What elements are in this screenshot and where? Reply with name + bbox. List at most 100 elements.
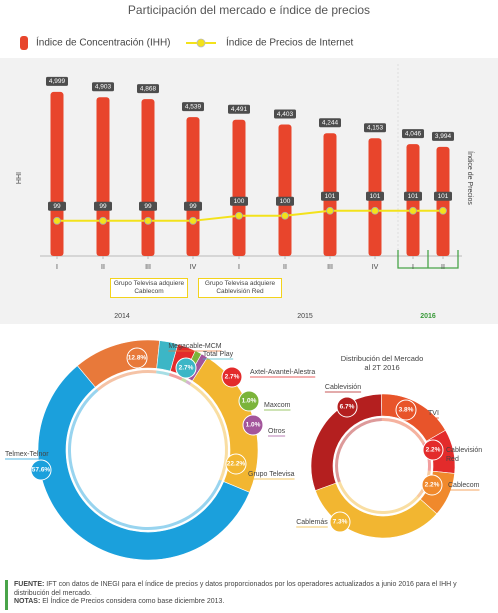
label-box	[402, 129, 424, 139]
label-box	[319, 118, 341, 128]
data-label: 4,539	[185, 103, 202, 110]
slice-label: Otros	[268, 428, 286, 435]
marker	[144, 216, 152, 225]
legend-icon	[20, 36, 28, 50]
marker	[326, 206, 334, 215]
data-label: 101	[438, 193, 449, 200]
x-tick-label: II	[441, 264, 445, 271]
annotation: Grupo Televisa adquiere Cablecom	[110, 278, 188, 298]
label-box	[228, 104, 250, 114]
bar	[436, 146, 450, 256]
data-label: 12.8%	[128, 355, 147, 362]
slice-label: Maxcom	[264, 402, 291, 409]
x-tick-label: I	[56, 264, 58, 271]
bar	[50, 91, 64, 256]
marker	[235, 211, 243, 220]
label-box	[137, 84, 159, 94]
slice-label: Telmex-Telnor	[5, 451, 49, 458]
label-box	[274, 109, 296, 119]
bar	[186, 117, 200, 256]
label-box	[434, 191, 452, 201]
data-label: 4,999	[49, 78, 66, 85]
footer-notes-label: NOTAS:	[14, 598, 41, 605]
footer: FUENTE: IFT con datos de INEGI para el í…	[14, 581, 492, 607]
slice-label: TVI	[428, 410, 439, 417]
slice-inner	[185, 380, 192, 386]
data-label: 22.2%	[227, 461, 246, 468]
slice-inner	[68, 388, 222, 530]
data-label: 6.7%	[340, 404, 355, 411]
data-label: 4,903	[95, 83, 112, 90]
slice-inner	[422, 442, 431, 471]
x-tick-label: IV	[372, 264, 379, 271]
slice-inner	[189, 382, 228, 481]
slice	[37, 365, 250, 561]
badge	[225, 453, 247, 475]
data-label: 4,403	[277, 111, 294, 118]
slice-label: Cablecom	[448, 482, 480, 489]
slice-label: Grupo Televisa	[248, 471, 295, 478]
badge	[329, 511, 351, 533]
data-label: 1.0%	[242, 398, 257, 405]
x-tick-label: I	[238, 264, 240, 271]
data-label: 101	[325, 193, 336, 200]
badge	[336, 396, 358, 418]
line	[57, 209, 443, 222]
label-box	[276, 196, 294, 206]
data-label: 101	[370, 193, 381, 200]
label-box	[321, 191, 339, 201]
label-box	[48, 201, 66, 211]
slice-label: Cablevisión	[325, 384, 361, 391]
x-tick-label: I	[412, 264, 414, 271]
label-box	[364, 123, 386, 133]
year-label: 2016	[420, 313, 436, 320]
label-box	[366, 191, 384, 201]
data-label: 4,244	[322, 119, 339, 126]
marker	[371, 206, 379, 215]
slice-label: Total Play	[203, 351, 234, 358]
badge	[126, 347, 148, 369]
slice-inner	[156, 370, 170, 376]
y-axis-label: IHH	[14, 172, 21, 184]
data-label: 2.2%	[425, 482, 440, 489]
footer-source-label: FUENTE:	[14, 581, 45, 588]
bar	[96, 97, 110, 257]
data-label: 4,868	[140, 85, 157, 92]
data-label: 2.2%	[426, 447, 441, 454]
slice-inner	[181, 377, 187, 383]
data-label: 1.0%	[246, 422, 261, 429]
footer-bar	[5, 580, 8, 610]
marker	[189, 216, 197, 225]
x-tick-label: II	[283, 264, 287, 271]
label-box	[432, 131, 454, 141]
slice-inner	[337, 481, 419, 514]
slice-label: Axtel-Avantel-Alestra	[250, 369, 315, 376]
badge	[242, 414, 264, 436]
data-label: 3.8%	[399, 407, 414, 414]
marker	[53, 216, 61, 225]
data-label: 99	[189, 203, 197, 210]
slice-inner	[168, 373, 183, 381]
label-box	[182, 102, 204, 112]
data-label: 2.7%	[225, 374, 240, 381]
data-label: 7.3%	[333, 519, 348, 526]
x-tick-label: II	[101, 264, 105, 271]
marker	[409, 206, 417, 215]
slice-inner	[96, 370, 157, 392]
badge	[221, 366, 243, 388]
label-box	[139, 201, 157, 211]
x-tick-label: III	[327, 264, 333, 271]
label-box	[184, 201, 202, 211]
footer-notes: El Índice de Precios considera como base…	[42, 598, 225, 605]
marker	[281, 211, 289, 220]
legend-icon	[196, 38, 206, 48]
data-label: 99	[53, 203, 61, 210]
bar	[141, 99, 155, 256]
badge	[422, 439, 444, 461]
badge	[175, 357, 197, 379]
badge	[238, 390, 260, 412]
label-box	[404, 191, 422, 201]
year-label: 2015	[297, 313, 313, 320]
badge	[30, 459, 52, 481]
